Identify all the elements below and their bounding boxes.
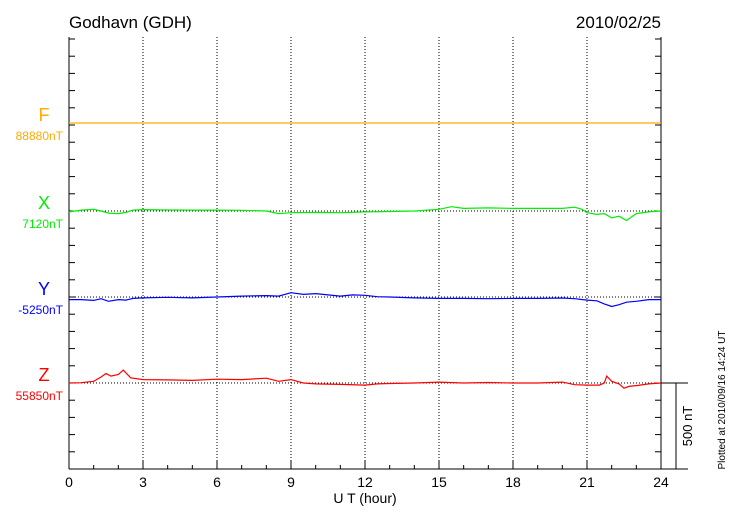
plotted-at-footer: Plotted at 2010/09/16 14:24 UT [717,331,728,470]
series-name-y: Y [38,279,50,299]
baseline-value-z: 55850nT [16,389,64,403]
x-tick-label: 9 [287,474,295,490]
series-name-z: Z [39,365,50,385]
x-tick-label: 18 [505,474,521,490]
chart-date: 2010/02/25 [576,13,661,32]
baseline-value-x: 7120nT [22,217,63,231]
series-name-f: F [39,105,50,125]
series-x-line [68,206,662,222]
x-tick-label: 15 [431,474,447,490]
x-tick-label: 24 [653,474,669,490]
x-tick-label: 12 [357,474,373,490]
x-tick-label: 6 [213,474,221,490]
chart-title: Godhavn (GDH) [69,13,192,32]
x-axis-label: U T (hour) [333,490,396,506]
x-tick-label: 21 [579,474,595,490]
scale-bar-label: 500 nT [680,406,695,447]
series-z-line [68,369,662,389]
x-tick-label: 3 [139,474,147,490]
baseline-value-y: -5250nT [18,303,63,317]
series-name-x: X [38,193,50,213]
series-y-line [69,292,661,308]
baseline-value-f: 88880nT [16,129,64,143]
x-tick-label: 0 [65,474,73,490]
